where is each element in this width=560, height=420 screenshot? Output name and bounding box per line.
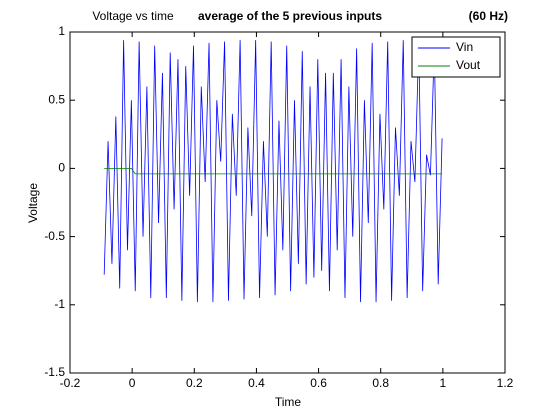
x-axis-label: Time (275, 395, 302, 409)
y-tick-label: -1.5 (44, 365, 65, 379)
y-axis-label: Voltage (26, 183, 40, 223)
y-tick-label: 1 (58, 24, 65, 38)
y-tick-label: 0.5 (48, 92, 65, 106)
x-tick-label: 0 (129, 376, 136, 390)
x-tick-label: 0.2 (186, 376, 203, 390)
x-tick-label: -0.2 (60, 376, 81, 390)
legend-label: Vout (456, 58, 481, 72)
x-tick-label: 1 (440, 376, 447, 390)
x-tick-label: 0.4 (248, 376, 265, 390)
chart-subtitle: average of the 5 previous inputs (198, 9, 382, 23)
legend-label: Vin (456, 40, 473, 54)
x-tick-label: 0.8 (372, 376, 389, 390)
chart-title: Voltage vs time (92, 9, 174, 23)
x-tick-label: 1.2 (497, 376, 514, 390)
y-tick-label: 0 (58, 161, 65, 175)
y-tick-label: -1 (54, 297, 65, 311)
series-line (103, 40, 443, 303)
legend-box (411, 36, 501, 78)
x-tick-label: 0.6 (310, 376, 327, 390)
annotation: (60 Hz) (469, 9, 508, 23)
y-tick-label: -0.5 (44, 229, 65, 243)
series-line (104, 168, 443, 175)
